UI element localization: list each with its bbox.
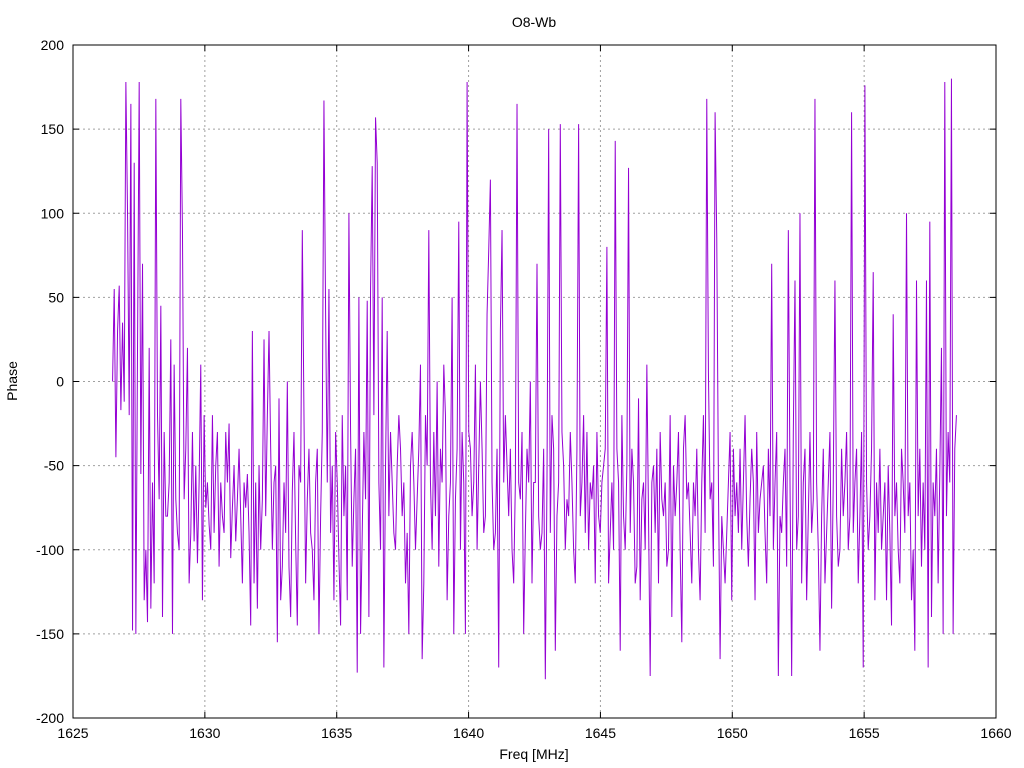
y-tick-label: -200 bbox=[36, 710, 64, 726]
y-tick-label: -100 bbox=[36, 542, 64, 558]
y-tick-label: 100 bbox=[41, 205, 65, 221]
x-tick-label: 1625 bbox=[57, 725, 88, 741]
x-tick-label: 1655 bbox=[849, 725, 880, 741]
x-axis-label: Freq [MHz] bbox=[499, 746, 568, 762]
x-tick-label: 1630 bbox=[189, 725, 220, 741]
chart-title: O8-Wb bbox=[512, 14, 557, 30]
y-tick-label: -150 bbox=[36, 626, 64, 642]
x-tick-label: 1645 bbox=[585, 725, 616, 741]
tick-layer: 1625 1630 1635 1640 1645 1650 1655 1660 -200 -150… bbox=[36, 37, 1012, 741]
x-tick-label: 1650 bbox=[717, 725, 748, 741]
y-axis-label: Phase bbox=[4, 361, 20, 401]
y-tick-label: 50 bbox=[48, 289, 64, 305]
x-tick-label: 1640 bbox=[453, 725, 484, 741]
x-tick-label: 1635 bbox=[321, 725, 352, 741]
data-layer bbox=[112, 78, 957, 680]
y-tick-label: 200 bbox=[41, 37, 65, 53]
x-tick-label: 1660 bbox=[980, 725, 1011, 741]
grid-layer bbox=[73, 45, 996, 718]
y-tick-label: 150 bbox=[41, 121, 65, 137]
series-line bbox=[112, 78, 957, 680]
y-tick-label: 0 bbox=[56, 374, 64, 390]
y-tick-label: -50 bbox=[44, 458, 64, 474]
